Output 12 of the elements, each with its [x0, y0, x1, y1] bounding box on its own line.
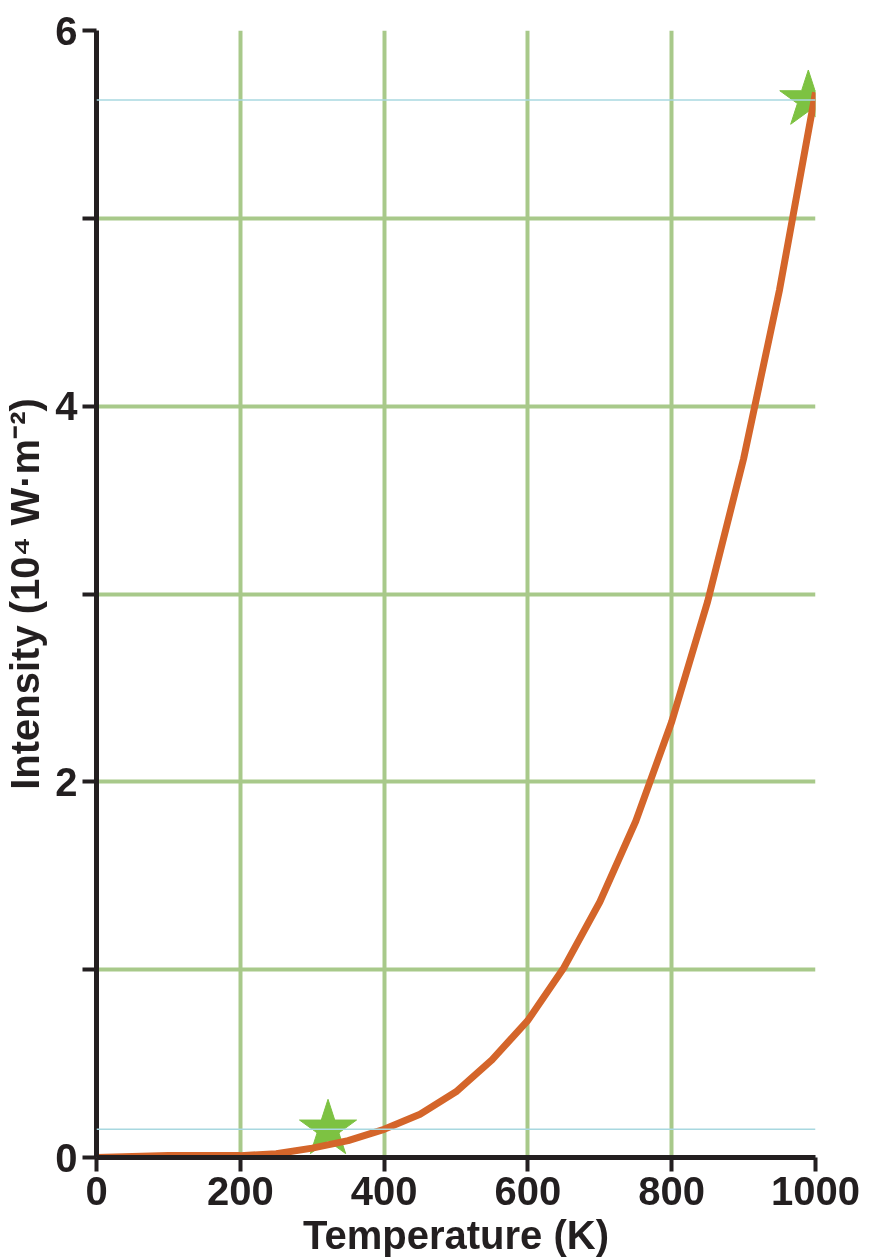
- x-tick-label: 400: [350, 1168, 418, 1213]
- x-tick-label: 600: [494, 1168, 562, 1213]
- y-tick-label: 2: [55, 759, 78, 804]
- x-tick-label: 1000: [771, 1168, 860, 1213]
- x-tick-label: 800: [638, 1168, 706, 1213]
- y-axis-title: Intensity (10⁴ W·m⁻²): [3, 398, 48, 790]
- x-axis-title: Temperature (K): [303, 1212, 609, 1257]
- y-tick-label: 4: [55, 384, 79, 429]
- x-tick-label: 200: [206, 1168, 274, 1213]
- x-tick-label: 0: [85, 1168, 108, 1213]
- y-tick-label: 6: [55, 8, 78, 53]
- y-tick-label: 0: [55, 1135, 78, 1180]
